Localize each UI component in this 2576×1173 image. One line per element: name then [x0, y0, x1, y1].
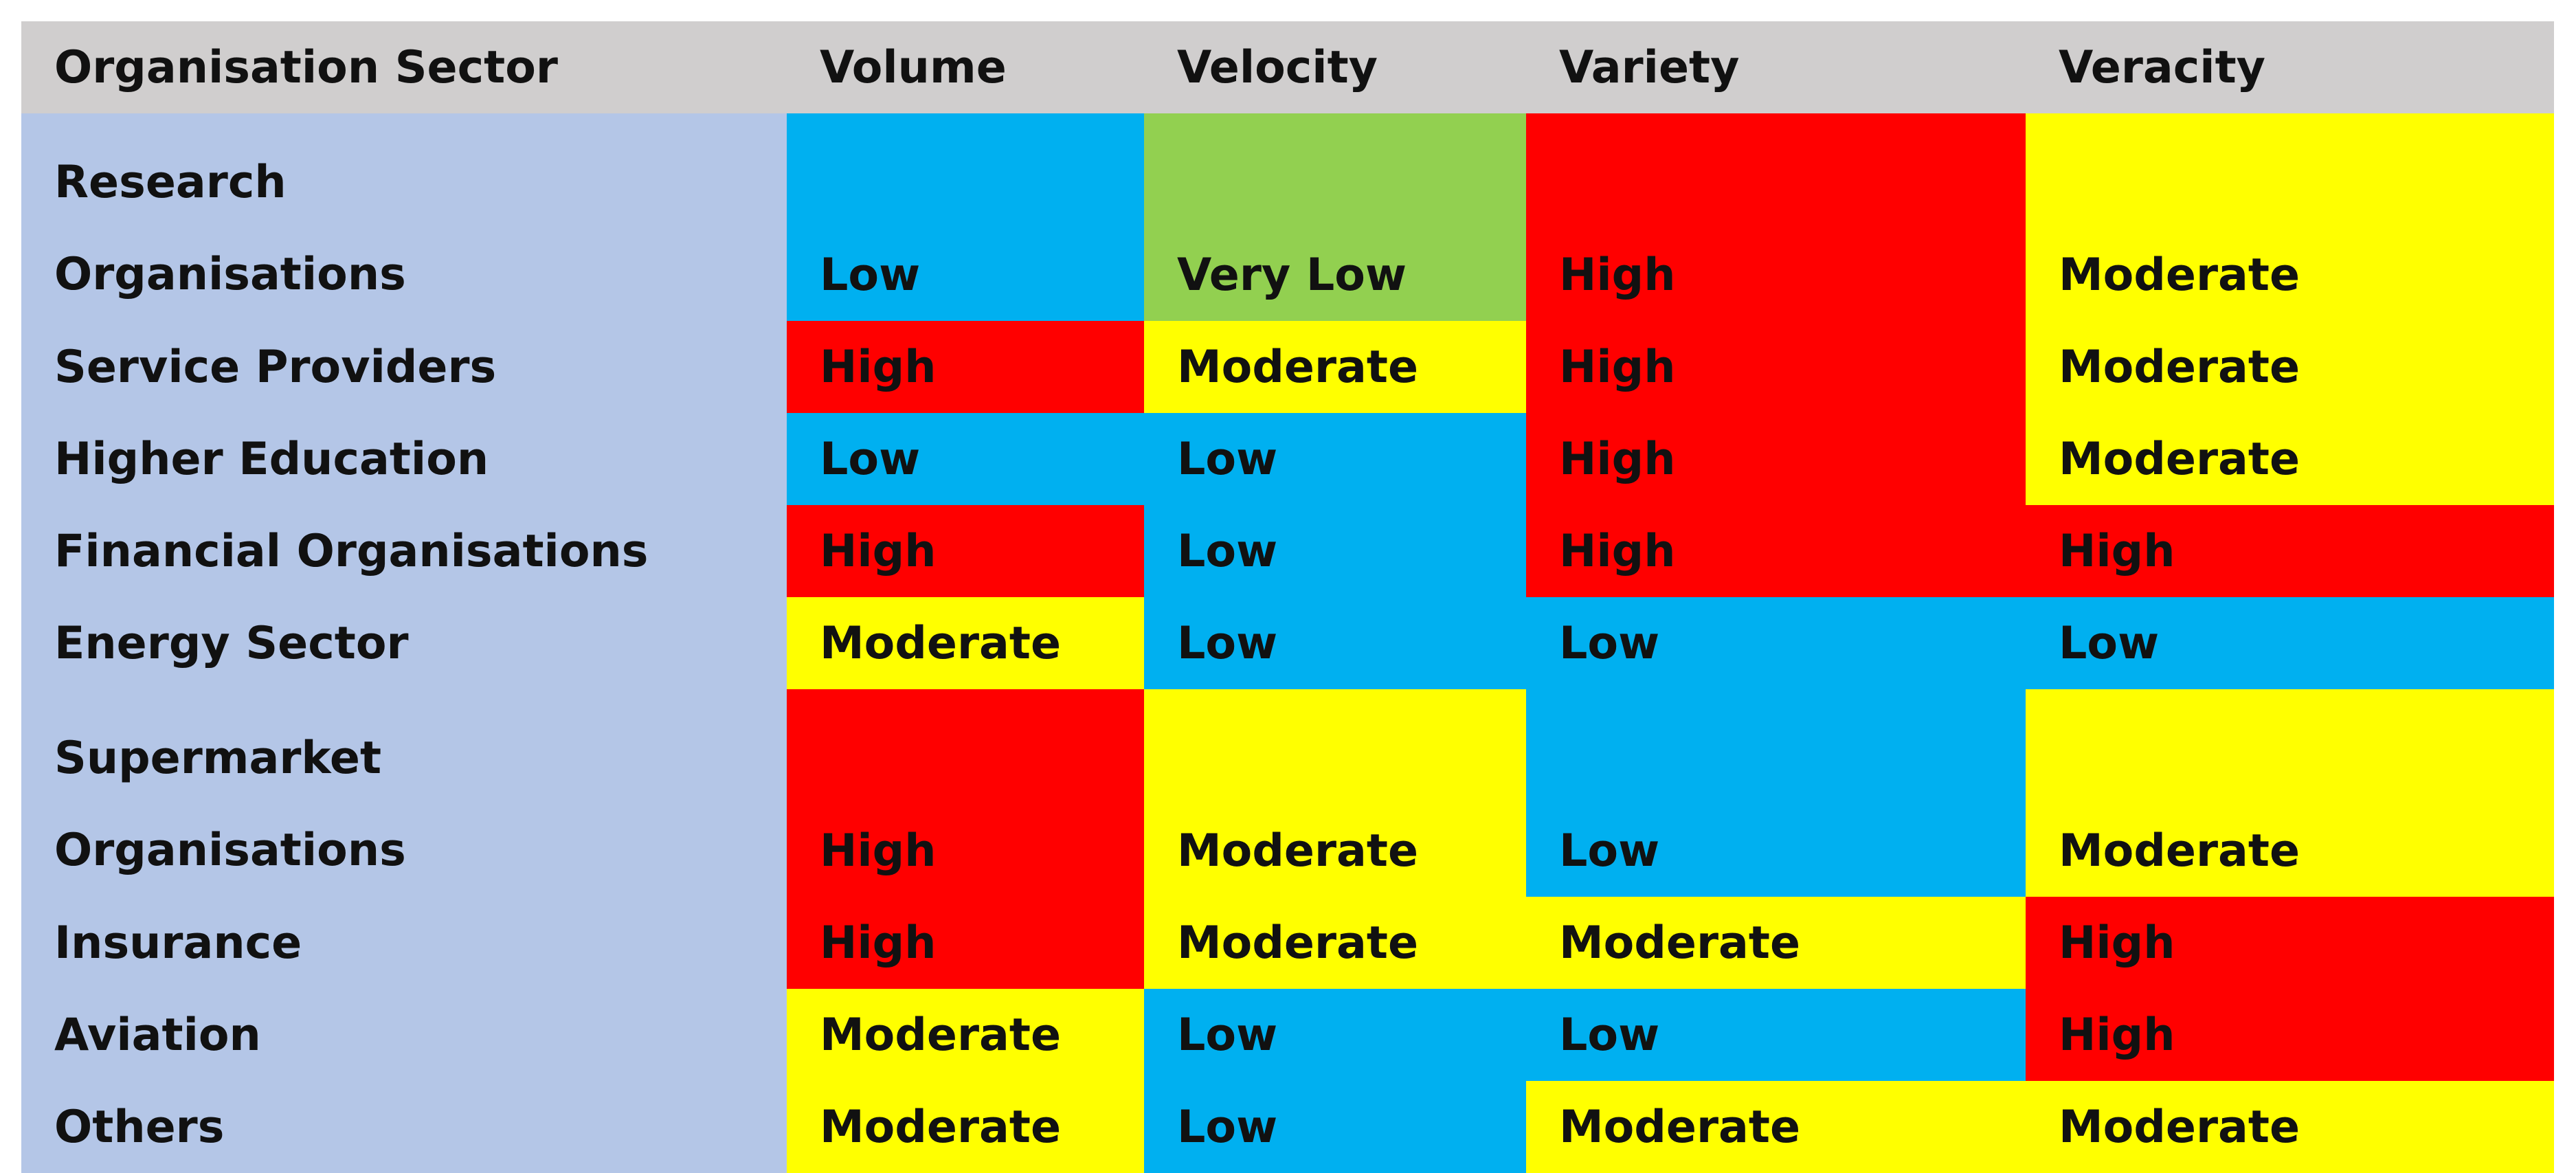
- velocity-level-cell: Low: [1144, 1081, 1526, 1173]
- volume-level-cell: Moderate: [787, 597, 1144, 689]
- sector-name: Energy Sector: [54, 617, 409, 669]
- veracity-level-cell: High: [2026, 989, 2554, 1081]
- table-row: Insurance High Moderate Moderate High: [21, 897, 2554, 989]
- header-volume: Volume: [787, 21, 1144, 113]
- veracity-level-cell: High: [2026, 505, 2554, 597]
- volume-level-cell: High: [787, 505, 1144, 597]
- table-row: Service Providers High Moderate High Moderat…: [21, 321, 2554, 413]
- header-row: Organisation Sector Volume Velocity Vari…: [21, 21, 2554, 113]
- velocity-level-cell: Moderate: [1144, 321, 1526, 413]
- sector-name: Research Organisations: [54, 157, 406, 300]
- variety-level-cell: Low: [1526, 989, 2026, 1081]
- table-body: Research Organisations Low Very Low High Mod…: [21, 113, 2554, 1173]
- sector-name: Insurance: [54, 917, 302, 969]
- velocity-level-cell: Moderate: [1144, 897, 1526, 989]
- sector-name: Service Providers: [54, 341, 497, 393]
- veracity-level-cell: Moderate: [2026, 689, 2554, 897]
- veracity-level-cell: Moderate: [2026, 1081, 2554, 1173]
- table-row: Supermarket Organisations High Moderate Low…: [21, 689, 2554, 897]
- veracity-level-cell: Moderate: [2026, 321, 2554, 413]
- sector-name: Aviation: [54, 1009, 261, 1061]
- veracity-level-cell: Low: [2026, 597, 2554, 689]
- volume-level-cell: High: [787, 321, 1144, 413]
- variety-level-cell: Moderate: [1526, 897, 2026, 989]
- variety-level-cell: Low: [1526, 597, 2026, 689]
- table-row: Aviation Moderate Low Low High: [21, 989, 2554, 1081]
- table-row: Financial Organisations High Low High High: [21, 505, 2554, 597]
- sector-name-cell: Energy Sector: [21, 597, 787, 689]
- sector-name-cell: Supermarket Organisations: [21, 689, 787, 897]
- velocity-level-cell: Low: [1144, 597, 1526, 689]
- sector-name: Others: [54, 1101, 225, 1153]
- sector-name-cell: Research Organisations: [21, 113, 787, 321]
- sector-name-cell: Service Providers: [21, 321, 787, 413]
- velocity-level-cell: Moderate: [1144, 689, 1526, 897]
- sector-name: Supermarket Organisations: [54, 733, 406, 876]
- variety-level-cell: High: [1526, 113, 2026, 321]
- sector-name-cell: Higher Education: [21, 413, 787, 505]
- volume-level-cell: Low: [787, 413, 1144, 505]
- veracity-level-cell: Moderate: [2026, 413, 2554, 505]
- header-velocity: Velocity: [1144, 21, 1526, 113]
- veracity-level-cell: High: [2026, 897, 2554, 989]
- sector-name-cell: Financial Organisations: [21, 505, 787, 597]
- veracity-level-cell: Moderate: [2026, 113, 2554, 321]
- table-row: Research Organisations Low Very Low High Mod…: [21, 113, 2554, 321]
- sector-name-cell: Aviation: [21, 989, 787, 1081]
- variety-level-cell: Low: [1526, 689, 2026, 897]
- header-veracity: Veracity: [2026, 21, 2554, 113]
- volume-level-cell: Moderate: [787, 1081, 1144, 1173]
- velocity-level-cell: Low: [1144, 413, 1526, 505]
- velocity-level-cell: Low: [1144, 989, 1526, 1081]
- volume-level-cell: Moderate: [787, 989, 1144, 1081]
- table-row: Others Moderate Low Moderate Moderate: [21, 1081, 2554, 1173]
- variety-level-cell: High: [1526, 505, 2026, 597]
- variety-level-cell: Moderate: [1526, 1081, 2026, 1173]
- sector-heatmap-table: Organisation Sector Volume Velocity Vari…: [21, 21, 2554, 1173]
- velocity-level-cell: Low: [1144, 505, 1526, 597]
- volume-level-cell: High: [787, 689, 1144, 897]
- volume-level-cell: Low: [787, 113, 1144, 321]
- sector-name: Higher Education: [54, 433, 489, 485]
- table-row: Energy Sector Moderate Low Low Low: [21, 597, 2554, 689]
- sector-name: Financial Organisations: [54, 525, 649, 577]
- header-variety: Variety: [1526, 21, 2026, 113]
- variety-level-cell: High: [1526, 321, 2026, 413]
- header-organisation-sector: Organisation Sector: [21, 21, 787, 113]
- volume-level-cell: High: [787, 897, 1144, 989]
- velocity-level-cell: Very Low: [1144, 113, 1526, 321]
- variety-level-cell: High: [1526, 413, 2026, 505]
- sector-name-cell: Insurance: [21, 897, 787, 989]
- table-row: Higher Education Low Low High Moderate: [21, 413, 2554, 505]
- sector-name-cell: Others: [21, 1081, 787, 1173]
